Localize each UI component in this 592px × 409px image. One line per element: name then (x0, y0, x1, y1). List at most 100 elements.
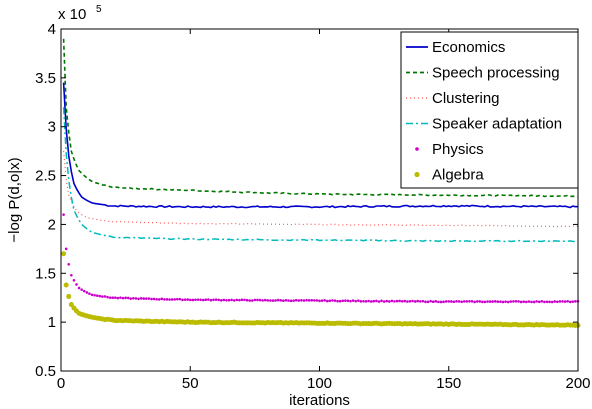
series-point (346, 299, 350, 303)
series-point (331, 299, 334, 302)
series-point (256, 298, 259, 302)
series-point (68, 302, 74, 308)
series-point (201, 298, 205, 302)
series-point (227, 298, 231, 302)
series-point (568, 300, 572, 304)
series-point (178, 297, 182, 301)
series-point (302, 299, 306, 302)
series-point (493, 300, 497, 303)
series-point (194, 298, 197, 302)
series-point (563, 300, 567, 303)
y-tick-label: 1.5 (35, 265, 56, 282)
x-tick-label: 0 (57, 375, 65, 392)
series-point (413, 300, 417, 303)
series-point (457, 300, 461, 303)
series-point (183, 298, 187, 301)
legend-label: Physics (432, 141, 484, 158)
series-point (501, 300, 505, 304)
series-point (274, 299, 277, 302)
series-point (338, 299, 342, 303)
series-point (261, 299, 264, 302)
series-point (318, 299, 321, 303)
series-point (121, 296, 125, 300)
series-point (160, 297, 164, 301)
series-algebra (61, 251, 581, 328)
legend-item: Speaker adaptation (406, 116, 562, 133)
series-point (416, 299, 420, 303)
series-point (390, 299, 394, 303)
series-point (499, 300, 502, 304)
x-tick-label: 100 (307, 375, 332, 392)
series-point (385, 299, 389, 303)
series-point (328, 299, 332, 303)
series-point (294, 298, 298, 302)
series-point (393, 300, 396, 303)
series-point (88, 292, 91, 295)
series-point (566, 299, 569, 303)
series-point (375, 299, 378, 303)
series-point (455, 300, 458, 303)
series-point (289, 299, 293, 303)
series-line (62, 107, 579, 243)
series-point (66, 293, 72, 299)
series-point (442, 300, 445, 304)
series-point (556, 300, 559, 304)
series-point (310, 298, 314, 302)
series-point (108, 296, 112, 299)
series-point (70, 273, 73, 277)
series-point (462, 300, 466, 303)
series-point (543, 300, 546, 304)
series-point (276, 298, 280, 302)
series-point (362, 299, 365, 303)
legend-item: Clustering (406, 90, 500, 107)
series-point (532, 300, 536, 304)
series-point (468, 299, 471, 303)
series-point (514, 300, 518, 303)
x-tick-label: 50 (182, 375, 199, 392)
series-point (431, 300, 435, 304)
series-point (75, 283, 78, 286)
series-point (207, 298, 210, 301)
axes: 0 50 100 150 200 0.5 1 1.5 2 2.5 3 3.5 4x 10 5 iterati… (6, 4, 591, 409)
series-point (452, 300, 456, 304)
y-tick-label: 4 (48, 21, 56, 38)
series-point (214, 298, 218, 301)
series-point (196, 298, 200, 301)
series-point (426, 300, 430, 304)
series-line (62, 82, 579, 209)
series-point (548, 300, 551, 304)
series-point (481, 300, 484, 304)
legend-label: Clustering (432, 90, 500, 107)
series-point (271, 299, 275, 302)
series-point (571, 300, 575, 303)
series-point (222, 298, 226, 302)
series-point (496, 300, 500, 303)
plot-area (61, 38, 581, 328)
legend: Economics Speech processing Clustering Spea… (400, 31, 579, 189)
series-point (488, 300, 492, 303)
series-point (168, 298, 171, 301)
series-point (369, 300, 373, 303)
series-point (85, 291, 89, 294)
series-point (61, 251, 67, 257)
x-tick-label: 200 (565, 375, 590, 392)
series-point (403, 299, 407, 303)
series-point (204, 298, 208, 302)
series-point (372, 299, 376, 303)
legend-label: Speaker adaptation (432, 116, 562, 133)
series-point (186, 298, 189, 301)
series-point (439, 300, 443, 304)
series-point (336, 299, 339, 303)
series-point (235, 298, 239, 302)
legend-item: Economics (406, 39, 505, 56)
series-point (574, 300, 577, 303)
series-point (398, 299, 401, 303)
series-point (101, 295, 104, 298)
series-point (300, 298, 303, 302)
series-point (465, 300, 469, 303)
series-point (356, 299, 360, 302)
series-point (150, 297, 153, 301)
series-point (553, 300, 557, 303)
legend-label: Economics (432, 39, 505, 56)
series-point (527, 300, 531, 303)
